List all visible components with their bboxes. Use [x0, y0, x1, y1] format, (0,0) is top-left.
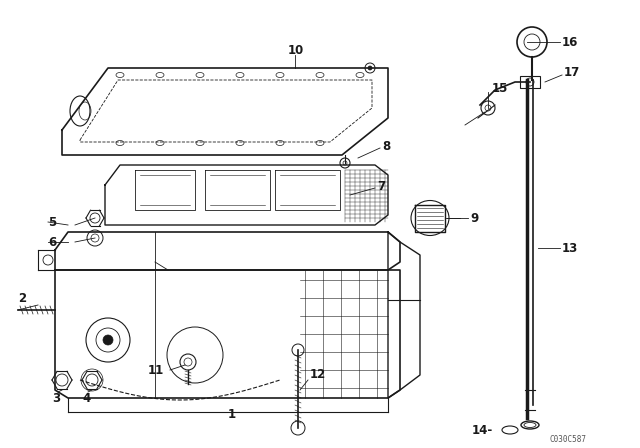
Circle shape: [103, 335, 113, 345]
Text: 4: 4: [82, 392, 90, 405]
Text: 2: 2: [18, 292, 26, 305]
Text: 11: 11: [148, 363, 164, 376]
Text: 3: 3: [52, 392, 60, 405]
Text: 10: 10: [288, 43, 304, 56]
Text: 7: 7: [377, 180, 385, 193]
Text: 15: 15: [492, 82, 508, 95]
Text: 1: 1: [228, 409, 236, 422]
Text: 16: 16: [562, 35, 579, 48]
Text: C030C587: C030C587: [550, 435, 587, 444]
Circle shape: [368, 66, 372, 70]
Ellipse shape: [521, 421, 539, 429]
Text: 5: 5: [48, 215, 56, 228]
Text: 17: 17: [564, 66, 580, 79]
Text: 6: 6: [48, 236, 56, 249]
Bar: [520, 76, 540, 88]
Text: 12: 12: [310, 369, 326, 382]
Text: 8: 8: [382, 139, 390, 152]
Text: 9: 9: [470, 211, 478, 224]
Text: 13: 13: [562, 241, 579, 254]
Text: 14-: 14-: [472, 423, 493, 436]
